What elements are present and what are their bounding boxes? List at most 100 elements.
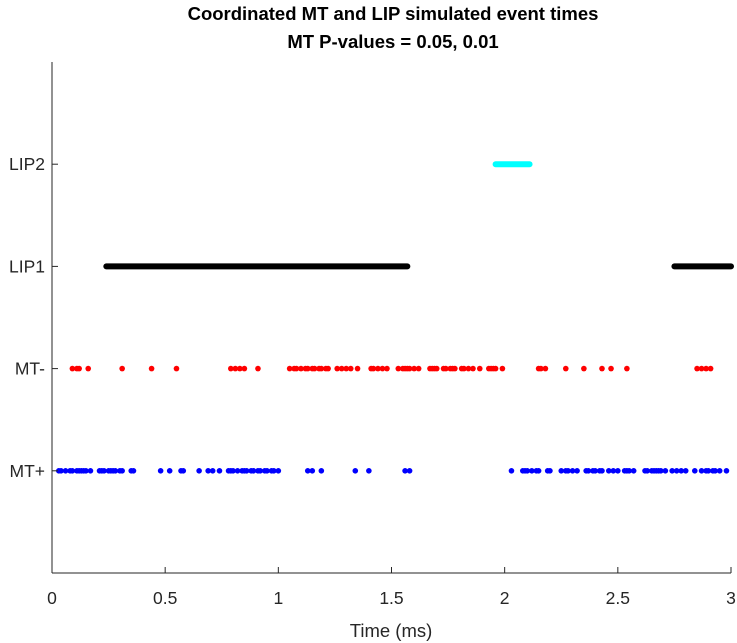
chart-title: Coordinated MT and LIP simulated event t… xyxy=(188,3,599,24)
event-dot xyxy=(547,468,553,474)
event-dot xyxy=(562,365,569,372)
event-dot xyxy=(232,365,239,372)
event-dot xyxy=(452,365,458,372)
x-tick-label: 1.5 xyxy=(379,588,403,608)
event-dot xyxy=(599,365,605,372)
event-dot xyxy=(707,365,714,372)
event-dot xyxy=(569,468,576,474)
event-dot xyxy=(205,468,211,474)
series-MT+ xyxy=(55,468,730,474)
chart-subtitle: MT P-values = 0.05, 0.01 xyxy=(287,31,498,52)
event-dot xyxy=(318,365,325,372)
event-dot xyxy=(69,365,76,372)
y-tick-label: MT- xyxy=(15,359,45,379)
event-dot xyxy=(311,365,318,372)
event-dot xyxy=(228,365,234,372)
event-dot xyxy=(309,468,316,474)
event-dot xyxy=(476,365,483,372)
event-dot xyxy=(415,365,422,372)
event-dot xyxy=(599,468,605,474)
event-dot xyxy=(508,468,515,474)
event-dot xyxy=(69,468,76,474)
event-dot xyxy=(370,365,377,372)
y-axis-ticks: MT+ MT- LIP1 LIP2 xyxy=(9,154,58,481)
event-dot xyxy=(101,468,107,474)
event-dot xyxy=(630,468,637,474)
event-dot xyxy=(585,468,592,474)
event-dot xyxy=(180,468,187,474)
event-dot xyxy=(624,365,630,372)
event-dot xyxy=(581,365,587,372)
event-dot xyxy=(691,468,698,474)
x-tick-label: 3 xyxy=(726,588,736,608)
event-dot xyxy=(395,365,402,372)
event-dot xyxy=(257,468,264,474)
event-dot xyxy=(608,365,614,372)
y-tick-label: MT+ xyxy=(10,461,46,481)
event-dot xyxy=(626,468,632,474)
event-dot xyxy=(58,468,64,474)
event-dot xyxy=(470,365,476,372)
x-tick-label: 2 xyxy=(500,588,510,608)
x-axis-ticks: 0 0.5 1 1.5 2 2.5 3 xyxy=(47,567,736,608)
event-dot xyxy=(83,468,89,474)
event-dot xyxy=(166,468,173,474)
event-dot xyxy=(610,468,617,474)
event-dot xyxy=(592,468,598,474)
event-dot xyxy=(644,468,651,474)
event-dot xyxy=(62,468,69,474)
event-dot xyxy=(241,365,248,372)
event-dot xyxy=(703,365,709,372)
event-dot xyxy=(433,365,440,372)
series-MT- xyxy=(69,365,714,372)
event-dot xyxy=(119,365,125,372)
event-dot xyxy=(271,468,277,474)
event-dot xyxy=(406,365,413,372)
event-dot xyxy=(658,468,664,474)
event-dot xyxy=(662,468,669,474)
event-dot xyxy=(157,468,164,474)
event-dot xyxy=(148,365,155,372)
event-dot xyxy=(384,365,390,372)
event-dot xyxy=(574,468,580,474)
event-dot xyxy=(243,468,250,474)
x-tick-label: 0 xyxy=(47,588,57,608)
event-dot xyxy=(678,468,685,474)
event-dot xyxy=(705,468,712,474)
event-dot xyxy=(492,365,499,372)
y-tick-label: LIP2 xyxy=(9,154,45,174)
event-dot xyxy=(615,468,621,474)
event-dot xyxy=(682,468,689,474)
event-dot xyxy=(230,468,236,474)
event-dot xyxy=(716,468,723,474)
event-dot xyxy=(698,365,705,372)
event-dot xyxy=(524,468,531,474)
event-dot xyxy=(87,468,94,474)
event-dot xyxy=(304,365,311,372)
event-dot xyxy=(334,365,340,372)
event-dot xyxy=(112,468,119,474)
event-dot xyxy=(298,365,304,372)
event-dot xyxy=(237,365,243,372)
x-tick-label: 2.5 xyxy=(606,588,630,608)
event-dot xyxy=(406,468,413,474)
event-dot xyxy=(216,468,223,474)
x-tick-label: 0.5 xyxy=(153,588,177,608)
event-dot xyxy=(347,365,354,372)
event-dot xyxy=(338,365,345,372)
event-dot xyxy=(411,365,417,372)
event-dot xyxy=(535,468,542,474)
event-dot xyxy=(461,365,467,372)
event-dot xyxy=(465,365,472,372)
event-dot xyxy=(538,365,544,372)
event-dot xyxy=(673,468,680,474)
event-dot xyxy=(669,468,675,474)
event-dot xyxy=(325,365,331,372)
event-dot xyxy=(694,365,700,372)
event-dot xyxy=(542,365,549,372)
event-dot xyxy=(723,468,730,474)
event-dot xyxy=(379,365,386,372)
event-dot xyxy=(343,365,350,372)
event-dot xyxy=(209,468,216,474)
